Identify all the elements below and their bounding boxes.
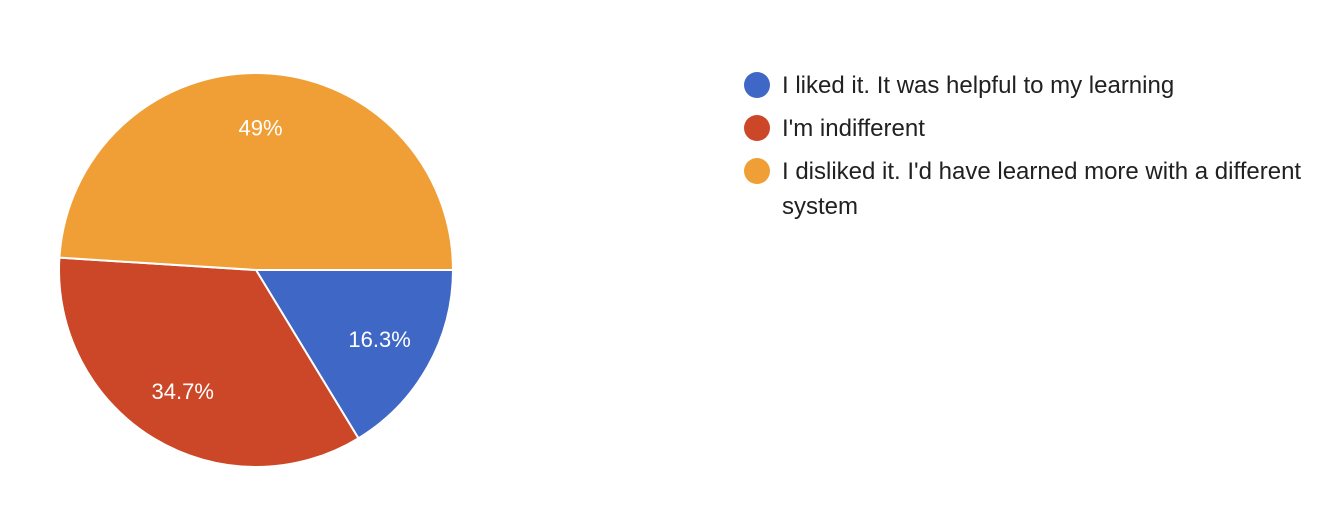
legend-item-3[interactable]: I disliked it. I'd have learned more wit… bbox=[744, 154, 1304, 224]
legend: I liked it. It was helpful to my learnin… bbox=[744, 68, 1304, 232]
pie-slice-2 bbox=[58, 256, 360, 468]
legend-swatch-icon bbox=[744, 115, 770, 141]
legend-label: I disliked it. I'd have learned more wit… bbox=[782, 158, 1302, 220]
slice-value-label-2: 34.7% bbox=[152, 379, 214, 404]
slice-value-label-3: 49% bbox=[238, 116, 282, 141]
legend-label: I'm indifferent bbox=[782, 115, 925, 142]
pie-slice-3 bbox=[58, 72, 454, 271]
legend-label: I liked it. It was helpful to my learnin… bbox=[782, 72, 1175, 99]
legend-swatch-icon bbox=[744, 72, 770, 98]
pie-slice-1 bbox=[255, 269, 454, 440]
legend-item-1[interactable]: I liked it. It was helpful to my learnin… bbox=[744, 68, 1304, 103]
legend-item-2[interactable]: I'm indifferent bbox=[744, 111, 1304, 146]
legend-swatch-icon bbox=[744, 158, 770, 184]
slice-value-label-1: 16.3% bbox=[348, 327, 410, 352]
